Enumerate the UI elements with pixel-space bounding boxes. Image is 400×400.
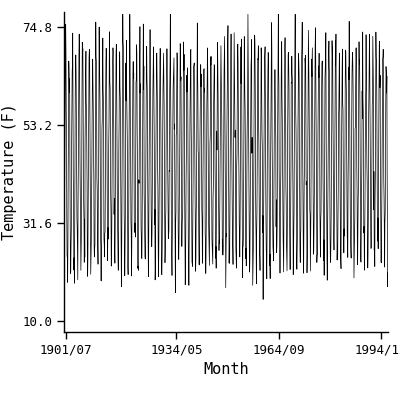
X-axis label: Month: Month [203,362,249,377]
Y-axis label: Temperature (F): Temperature (F) [2,104,17,240]
